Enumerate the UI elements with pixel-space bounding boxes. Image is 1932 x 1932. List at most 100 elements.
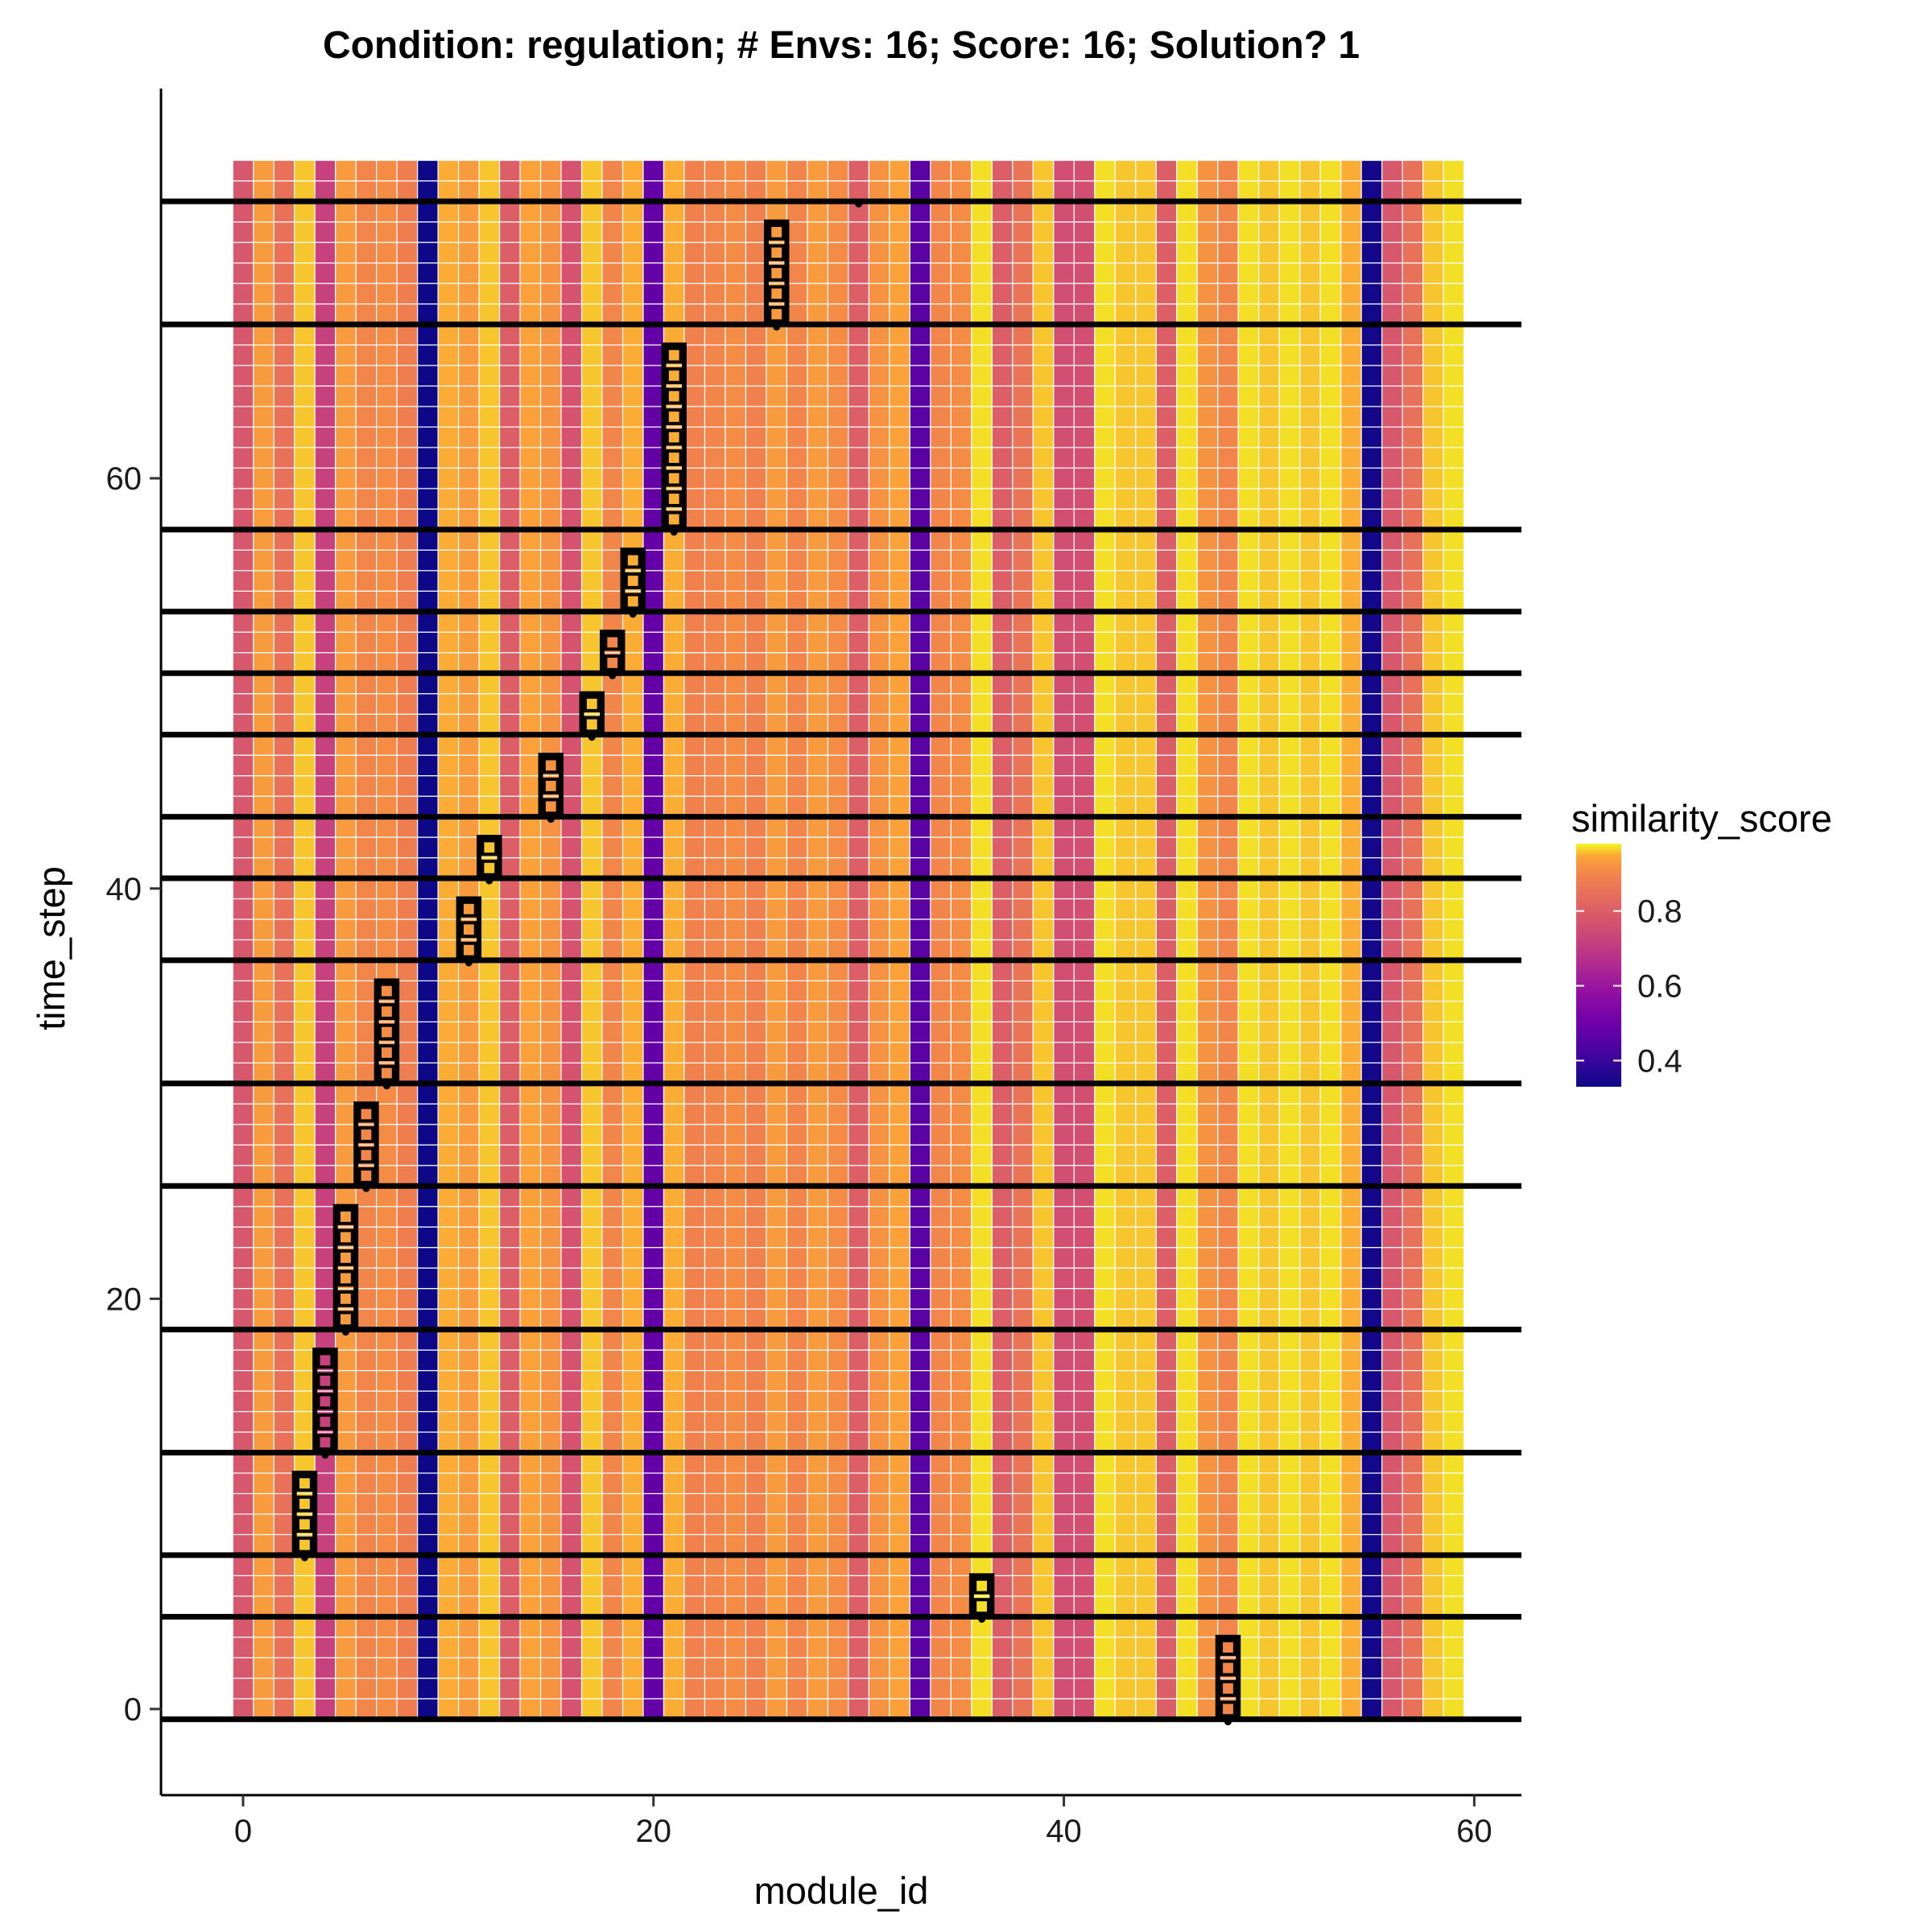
heat-cell [1237, 159, 1260, 182]
heat-cell [1258, 324, 1280, 346]
heat-cell [1237, 324, 1260, 346]
heat-cell [1237, 857, 1260, 879]
heat-cell [909, 1021, 931, 1043]
heat-cell [376, 693, 398, 715]
heat-cell [294, 960, 316, 982]
heat-cell [355, 857, 378, 879]
heat-cell [396, 1554, 419, 1576]
heat-cell [1278, 324, 1301, 346]
heat-cell [1053, 1575, 1075, 1597]
heat-cell [1196, 815, 1219, 838]
heat-cell [580, 1390, 603, 1413]
heat-cell [930, 1103, 952, 1125]
heat-cell [1278, 590, 1301, 613]
heat-cell [396, 611, 419, 633]
heat-cell [1012, 1554, 1034, 1576]
heat-cell [745, 385, 767, 407]
heat-cell [253, 529, 275, 551]
heat-cell [376, 324, 398, 346]
heat-cell [253, 693, 275, 715]
heat-cell [335, 242, 357, 264]
heat-cell [1155, 467, 1178, 489]
heat-cell [1176, 1431, 1198, 1454]
heat-cell [1340, 877, 1362, 900]
heat-cell [889, 1369, 910, 1392]
heat-cell [273, 919, 295, 941]
heat-cell [889, 1267, 910, 1290]
heat-cell [1278, 1472, 1301, 1495]
heat-cell [1402, 529, 1424, 551]
heat-cell [663, 1001, 685, 1022]
heat-cell [1032, 1185, 1055, 1208]
heat-cell [335, 1021, 357, 1043]
heat-cell [1422, 1001, 1444, 1022]
heat-cell [478, 426, 501, 448]
heat-cell [1443, 344, 1465, 366]
heat-cell [1053, 1596, 1075, 1617]
heat-cell [724, 200, 747, 223]
heat-cell [232, 1390, 254, 1413]
heat-cell [417, 775, 439, 797]
heat-cell [1422, 324, 1444, 346]
heat-cell [1135, 159, 1157, 182]
heat-cell [355, 570, 378, 592]
heat-cell [1012, 1185, 1034, 1208]
heat-cell [1381, 1472, 1403, 1495]
heat-cell [930, 549, 952, 572]
heat-cell [1278, 1554, 1301, 1576]
heat-cell [539, 1554, 562, 1576]
heat-cell [601, 1226, 624, 1249]
heat-cell [273, 1267, 295, 1290]
heat-cell [1237, 672, 1260, 695]
heat-cell [539, 324, 562, 346]
heat-cell [909, 1247, 931, 1269]
heat-cell [580, 1431, 603, 1454]
heat-cell [1155, 877, 1178, 900]
heat-cell [1381, 262, 1403, 284]
heat-cell [683, 611, 706, 633]
heat-cell [396, 1124, 419, 1146]
heat-cell [560, 611, 583, 633]
heat-cell [1073, 1185, 1096, 1208]
heat-cell [539, 426, 562, 448]
heat-cell [745, 508, 767, 530]
heat-cell [1237, 1267, 1260, 1290]
heat-cell [417, 1390, 439, 1413]
heat-cell [1319, 877, 1342, 900]
heat-cell [376, 529, 398, 551]
heat-cell [683, 898, 706, 920]
heat-cell [889, 303, 910, 325]
heat-cell [950, 1308, 972, 1331]
heat-cell [519, 672, 542, 695]
heat-cell [1237, 1185, 1260, 1208]
heat-cell [519, 180, 542, 202]
heat-cell [417, 754, 439, 777]
heat-cell [621, 1185, 644, 1208]
heat-cell [807, 467, 829, 489]
heat-cell [335, 1185, 357, 1208]
heat-cell [704, 242, 726, 264]
heat-cell [683, 1410, 706, 1433]
heat-cell [1299, 262, 1321, 284]
heat-cell [519, 713, 542, 736]
heat-cell [1012, 1451, 1034, 1474]
heat-cell [642, 1575, 665, 1597]
heat-cell [560, 1410, 583, 1433]
heat-cell [437, 1328, 460, 1351]
heat-cell [663, 1349, 685, 1372]
heat-cell [1135, 303, 1157, 325]
heat-cell [827, 611, 849, 633]
heat-cell [1360, 1308, 1383, 1331]
heat-cell [868, 1451, 890, 1474]
heat-cell [704, 1226, 726, 1249]
heat-cell [1340, 1267, 1362, 1290]
heat-cell [1381, 1124, 1403, 1146]
heat-cell [601, 549, 624, 572]
heat-cell [642, 1431, 665, 1454]
heat-cell [807, 324, 829, 346]
heat-cell [827, 1308, 849, 1331]
heat-cell [909, 815, 931, 838]
heat-cell [704, 1472, 726, 1495]
heat-cell [745, 1144, 767, 1166]
heat-cell [1217, 836, 1239, 859]
